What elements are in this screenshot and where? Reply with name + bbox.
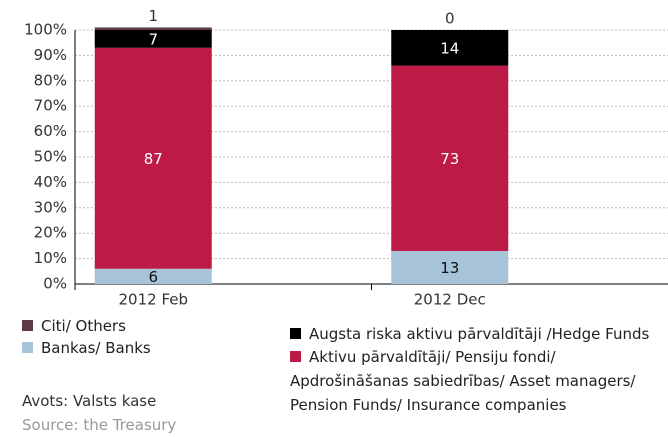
data-label: 13 — [440, 259, 459, 277]
bar-segment — [94, 30, 212, 48]
legend-swatch — [22, 342, 33, 353]
bar-segment — [391, 250, 509, 284]
y-tick-label: 40% — [34, 173, 67, 191]
legend-label: Citi/ Others — [41, 317, 126, 335]
bar-segment — [391, 65, 509, 251]
legend-label: Augsta riska aktivu pārvaldītāji /Hedge … — [309, 325, 650, 343]
bar-segment — [391, 30, 509, 66]
y-tick-label: 20% — [34, 224, 67, 242]
data-label: 73 — [440, 150, 459, 168]
bar-segment — [94, 47, 212, 269]
y-tick-label: 100% — [24, 21, 67, 39]
legend-swatch — [290, 351, 301, 362]
legend-swatch — [290, 328, 301, 339]
bar-segment — [94, 268, 212, 284]
legend-item: Augsta riska aktivu pārvaldītāji /Hedge … — [290, 322, 665, 346]
y-tick-label: 0% — [43, 275, 67, 293]
legend-label: Aktivu pārvaldītāji/ Pensiju fondi/ Apdr… — [290, 348, 636, 414]
data-label: 6 — [148, 268, 158, 286]
data-label: 0 — [445, 10, 455, 28]
x-tick-label: 2012 Dec — [414, 291, 486, 309]
legend-item: Aktivu pārvaldītāji/ Pensiju fondi/ Apdr… — [290, 345, 665, 417]
y-tick-label: 90% — [34, 46, 67, 64]
legend-label: Bankas/ Banks — [41, 339, 151, 357]
y-tick-label: 30% — [34, 198, 67, 216]
y-tick-label: 60% — [34, 122, 67, 140]
data-label: 14 — [440, 39, 459, 57]
source-en: Source: the Treasury — [22, 416, 177, 434]
legend-item: Citi/ Others — [22, 314, 272, 338]
y-tick-label: 70% — [34, 97, 67, 115]
data-label: 1 — [148, 7, 158, 25]
y-tick-label: 10% — [34, 249, 67, 267]
data-label: 7 — [148, 30, 158, 48]
legend-swatch — [22, 320, 33, 331]
x-tick-label: 2012 Feb — [119, 291, 189, 309]
data-label: 87 — [144, 150, 163, 168]
y-tick-label: 80% — [34, 71, 67, 89]
source-lv: Avots: Valsts kase — [22, 392, 157, 410]
y-tick-label: 50% — [34, 148, 67, 166]
bar-segment — [94, 27, 212, 30]
legend-item: Bankas/ Banks — [22, 336, 272, 360]
